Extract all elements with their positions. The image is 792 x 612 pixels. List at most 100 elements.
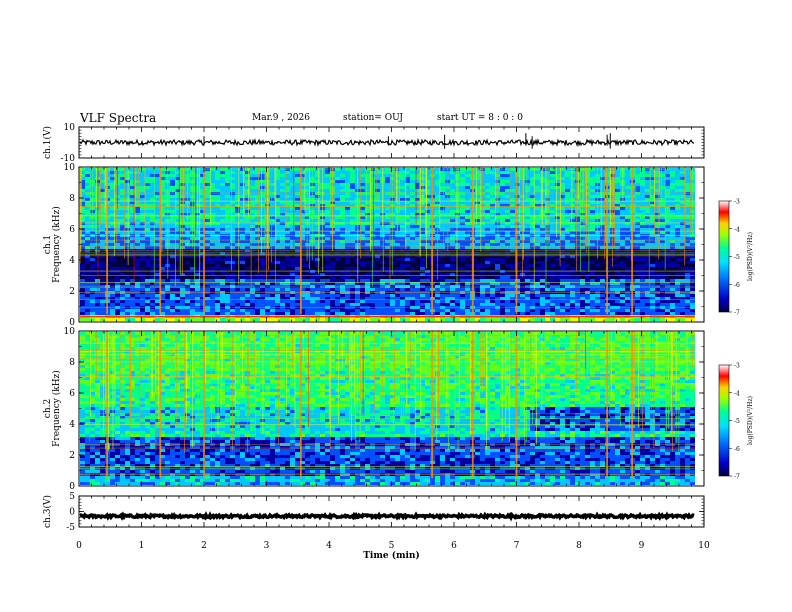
spectrogram-cell	[95, 186, 100, 189]
spectrogram-cell	[205, 279, 210, 282]
spectrogram-cell	[85, 243, 90, 246]
spectrogram-cell	[275, 237, 280, 240]
spectrogram-cell	[295, 255, 300, 258]
spectrogram-cell	[400, 231, 405, 234]
spectrogram-cell	[170, 258, 175, 261]
spectrogram-cell	[215, 186, 220, 189]
spectrogram-cell	[145, 171, 150, 174]
spectrogram-cell	[385, 309, 390, 312]
spectrogram-cell	[260, 207, 265, 210]
spectrogram-cell	[375, 246, 380, 249]
spectrogram-cell	[460, 285, 465, 288]
spectrogram-cell	[490, 279, 495, 282]
spectrogram-cell	[425, 255, 430, 258]
spectrogram-cell	[535, 318, 540, 321]
spectrogram-cell	[485, 252, 490, 255]
spectrogram-cell	[525, 312, 530, 315]
spectrogram-cell	[175, 183, 180, 186]
spectrogram-cell	[465, 249, 470, 252]
spectrogram-cell	[145, 168, 150, 171]
spectrogram-cell	[385, 192, 390, 195]
spectrogram-cell	[450, 318, 455, 321]
spectrogram-cell	[265, 252, 270, 255]
spectrogram-cell	[130, 258, 135, 261]
spectrogram-cell	[475, 258, 480, 261]
spectrogram-cell	[145, 225, 150, 228]
spectrogram-cell	[265, 309, 270, 312]
spectrogram-cell	[490, 282, 495, 285]
spectrogram-cell	[110, 261, 115, 264]
spectrogram-cell	[115, 213, 120, 216]
spectrogram-cell	[460, 213, 465, 216]
spectrogram-cell	[115, 300, 120, 303]
spectrogram-cell	[565, 276, 570, 279]
spectrogram-cell	[530, 195, 535, 198]
spectrogram-cell	[500, 177, 505, 180]
spectrogram-cell	[130, 186, 135, 189]
spectrogram-cell	[475, 237, 480, 240]
spectrogram-cell	[245, 243, 250, 246]
spectrogram-cell	[495, 171, 500, 174]
spectrogram-cell	[410, 228, 415, 231]
spectrogram-cell	[140, 192, 145, 195]
spectrogram-cell	[225, 252, 230, 255]
spectrogram-cell	[335, 288, 340, 291]
spectrogram-cell	[495, 246, 500, 249]
spectrogram-cell	[115, 222, 120, 225]
spectrogram-cell	[115, 309, 120, 312]
spectrogram-cell	[140, 183, 145, 186]
spectrogram-cell	[360, 318, 365, 321]
spectrogram-cell	[140, 252, 145, 255]
spectrogram-cell	[530, 297, 535, 300]
spectrogram-cell	[110, 276, 115, 279]
spectrogram-cell	[115, 285, 120, 288]
spectrogram-cell	[460, 264, 465, 267]
spectrogram-cell	[300, 180, 305, 183]
spectrogram-cell	[305, 261, 310, 264]
spectrogram-cell	[200, 228, 205, 231]
spectrogram-cell	[505, 294, 510, 297]
spectrogram-cell	[300, 171, 305, 174]
spectrogram-cell	[500, 264, 505, 267]
spectrogram-cell	[120, 303, 125, 306]
spectrogram-cell	[230, 294, 235, 297]
spectrogram-cell	[440, 249, 445, 252]
spectrogram-cell	[475, 279, 480, 282]
spectrogram-cell	[145, 195, 150, 198]
spectrogram-cell	[345, 171, 350, 174]
spectrogram-cell	[380, 240, 385, 243]
spectrogram-cell	[380, 267, 385, 270]
spectrogram-cell	[495, 285, 500, 288]
spectrogram-cell	[385, 303, 390, 306]
spectrogram-cell	[100, 189, 105, 192]
spectrogram-cell	[305, 189, 310, 192]
spectrogram-cell	[230, 300, 235, 303]
spectrogram-cell	[260, 246, 265, 249]
spectrogram-cell	[360, 228, 365, 231]
spectrogram-cell	[145, 270, 150, 273]
spectrogram-cell	[565, 270, 570, 273]
spectrogram-cell	[210, 258, 215, 261]
spectrogram-cell	[400, 210, 405, 213]
spectrogram-cell	[450, 189, 455, 192]
spectrogram-cell	[380, 246, 385, 249]
spectrogram-cell	[245, 288, 250, 291]
spectrogram-cell	[270, 195, 275, 198]
spectrogram-cell	[455, 285, 460, 288]
spectrogram-cell	[280, 276, 285, 279]
spectrogram-cell	[290, 294, 295, 297]
spectrogram-cell	[145, 243, 150, 246]
spectrogram-cell	[250, 258, 255, 261]
spectrogram-cell	[565, 207, 570, 210]
spectrogram-cell	[305, 300, 310, 303]
spectrogram-cell	[360, 201, 365, 204]
spectrogram-cell	[120, 267, 125, 270]
spectrogram-cell	[295, 219, 300, 222]
spectrogram-cell	[380, 288, 385, 291]
spectrogram-cell	[450, 186, 455, 189]
spectrogram-cell	[95, 240, 100, 243]
spectrogram-cell	[405, 258, 410, 261]
spectrogram-cell	[250, 174, 255, 177]
spectrogram-cell	[85, 255, 90, 258]
spectrogram-cell	[240, 237, 245, 240]
